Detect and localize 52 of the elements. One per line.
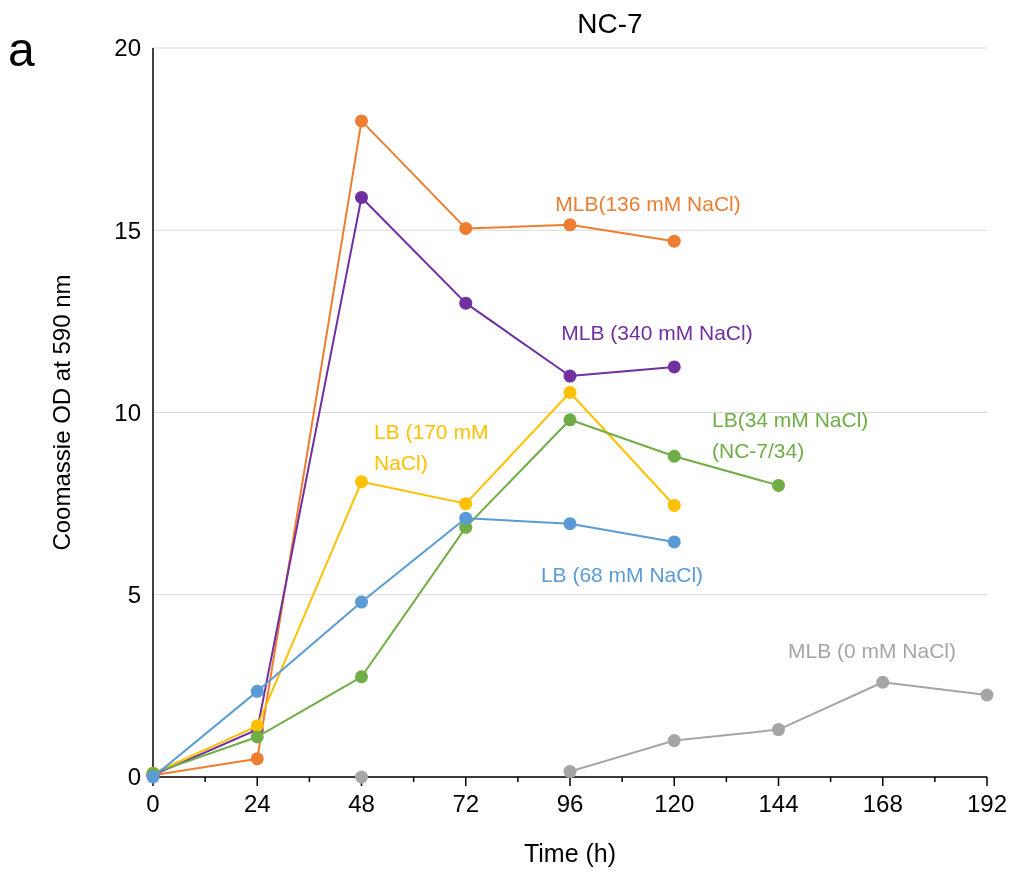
point: [563, 218, 577, 232]
point: [563, 765, 577, 779]
point: [980, 688, 994, 702]
series-label: MLB (340 mM NaCl): [561, 321, 753, 344]
point: [563, 517, 577, 531]
point: [355, 190, 368, 204]
point: [563, 385, 577, 399]
y-tick-label: 15: [114, 216, 141, 244]
point: [459, 296, 473, 310]
x-tick-label: 96: [556, 790, 584, 817]
series-label: LB (68 mM NaCl): [540, 563, 704, 586]
point: [667, 734, 681, 748]
series-label: MLB(136 mM NaCl): [555, 192, 741, 215]
point: [250, 752, 264, 766]
series-label: LB (170 mM NaCl): [374, 420, 489, 474]
point: [459, 221, 473, 235]
y-tick-label: 20: [114, 34, 141, 62]
point: [459, 511, 473, 525]
text: a: [8, 23, 35, 76]
point: [459, 497, 473, 511]
point: [667, 449, 681, 463]
point: [563, 413, 577, 427]
point: [772, 478, 785, 492]
x-tick-label: 120: [654, 790, 695, 817]
x-tick-label: 0: [146, 790, 160, 817]
point: [563, 369, 577, 383]
x-tick-label: 192: [966, 790, 1008, 817]
point: [772, 723, 785, 737]
point: [355, 595, 368, 609]
series-label: LB(34 mM NaCl) (NC-7/34): [712, 408, 869, 462]
point: [667, 535, 681, 549]
y-tick-label: 5: [127, 581, 141, 609]
x-axis-title: Time (h): [523, 839, 617, 867]
y-tick-label: 10: [114, 398, 141, 426]
point: [355, 475, 368, 489]
x-tick-label: 144: [758, 790, 799, 817]
point: [250, 684, 264, 698]
y-axis-title: Coomassie OD at 590 nm: [48, 274, 75, 551]
point: [667, 234, 681, 248]
x-tick-label: 168: [862, 790, 903, 817]
chart-title: NC-7: [577, 8, 643, 39]
x-tick-label: 24: [243, 790, 271, 817]
series-label: MLB (0 mM NaCl): [787, 639, 957, 662]
point: [876, 675, 890, 689]
point: [667, 498, 681, 512]
y-tick-label: 0: [127, 763, 141, 791]
point: [355, 114, 368, 128]
x-tick-label: 72: [452, 790, 480, 817]
point: [667, 360, 681, 374]
point: [355, 670, 368, 684]
x-tick-label: 48: [348, 790, 375, 817]
point: [355, 770, 368, 784]
